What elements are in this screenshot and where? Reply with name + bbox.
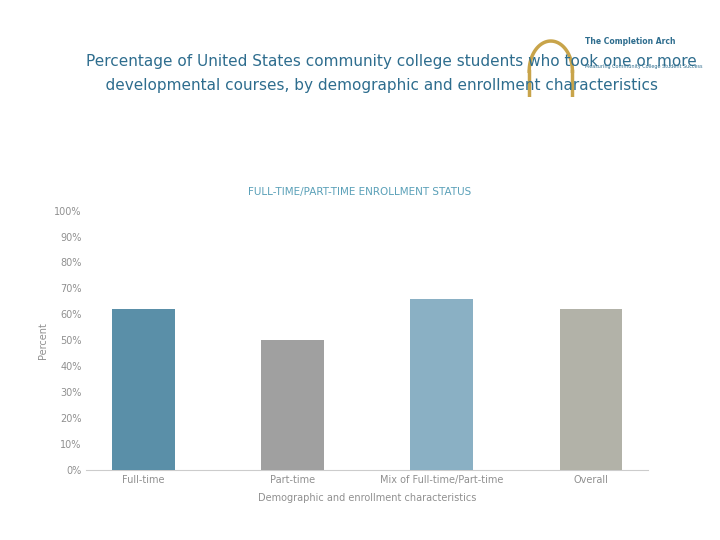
Bar [559, 309, 623, 470]
Text: Percentage of United States community college students who took one or more: Percentage of United States community co… [86, 54, 697, 69]
Text: Measuring Community College Student Success: Measuring Community College Student Succ… [585, 64, 703, 70]
Y-axis label: Percent: Percent [38, 322, 48, 359]
Text: developmental courses, by demographic and enrollment characteristics: developmental courses, by demographic an… [86, 78, 658, 93]
Bar [410, 299, 473, 470]
Bar [112, 309, 175, 470]
Text: The Completion Arch: The Completion Arch [585, 37, 675, 45]
X-axis label: Demographic and enrollment characteristics: Demographic and enrollment characteristi… [258, 493, 477, 503]
Bar [261, 340, 324, 470]
Text: FULL-TIME/PART-TIME ENROLLMENT STATUS: FULL-TIME/PART-TIME ENROLLMENT STATUS [248, 187, 472, 197]
